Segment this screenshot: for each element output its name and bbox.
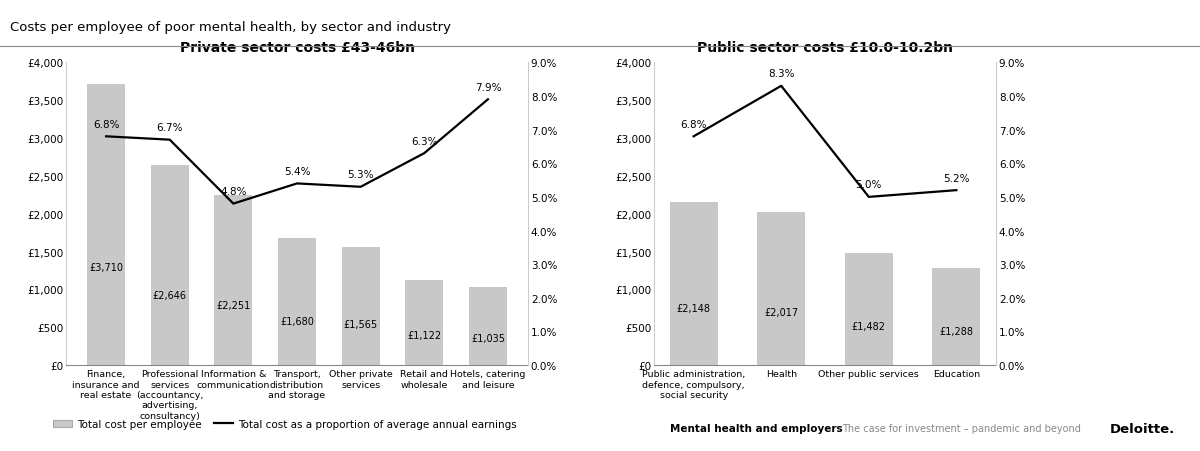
Text: 6.8%: 6.8%: [92, 120, 119, 129]
Text: 5.2%: 5.2%: [943, 173, 970, 184]
Bar: [757, 213, 805, 365]
Bar: [151, 166, 188, 365]
Text: £1,680: £1,680: [280, 316, 314, 326]
Bar: [406, 281, 443, 365]
Bar: [932, 268, 980, 365]
Text: £1,482: £1,482: [852, 321, 886, 331]
Bar: [469, 287, 508, 365]
Text: The case for investment – pandemic and beyond: The case for investment – pandemic and b…: [842, 423, 1081, 433]
Text: 5.4%: 5.4%: [283, 166, 311, 177]
Title: Public sector costs £10.0-10.2bn: Public sector costs £10.0-10.2bn: [697, 41, 953, 55]
Text: 5.0%: 5.0%: [856, 180, 882, 190]
Bar: [88, 85, 125, 365]
Text: £2,017: £2,017: [764, 307, 798, 317]
Title: Private sector costs £43-46bn: Private sector costs £43-46bn: [180, 41, 414, 55]
Bar: [215, 195, 252, 365]
Text: Mental health and employers: Mental health and employers: [670, 423, 842, 433]
Text: £1,035: £1,035: [470, 333, 505, 343]
Text: 6.7%: 6.7%: [156, 123, 182, 133]
Text: £2,148: £2,148: [677, 304, 710, 313]
Text: 5.3%: 5.3%: [347, 170, 374, 180]
Text: £3,710: £3,710: [89, 262, 124, 272]
Bar: [670, 203, 718, 365]
Text: 6.8%: 6.8%: [680, 120, 707, 129]
Text: Costs per employee of poor mental health, by sector and industry: Costs per employee of poor mental health…: [10, 21, 451, 34]
Bar: [278, 239, 316, 365]
Bar: [342, 247, 379, 365]
Bar: [845, 253, 893, 365]
Text: 7.9%: 7.9%: [475, 83, 502, 93]
Text: 4.8%: 4.8%: [220, 187, 247, 197]
Text: Deloitte.: Deloitte.: [1110, 422, 1176, 435]
Text: 8.3%: 8.3%: [768, 69, 794, 79]
Text: £1,122: £1,122: [407, 331, 442, 341]
Text: 6.3%: 6.3%: [412, 136, 438, 147]
Text: £1,288: £1,288: [940, 326, 973, 336]
Text: £2,251: £2,251: [216, 301, 251, 311]
Text: £2,646: £2,646: [152, 290, 187, 300]
Text: £1,565: £1,565: [343, 319, 378, 329]
Legend: Total cost per employee, Total cost as a proportion of average annual earnings: Total cost per employee, Total cost as a…: [53, 419, 517, 429]
